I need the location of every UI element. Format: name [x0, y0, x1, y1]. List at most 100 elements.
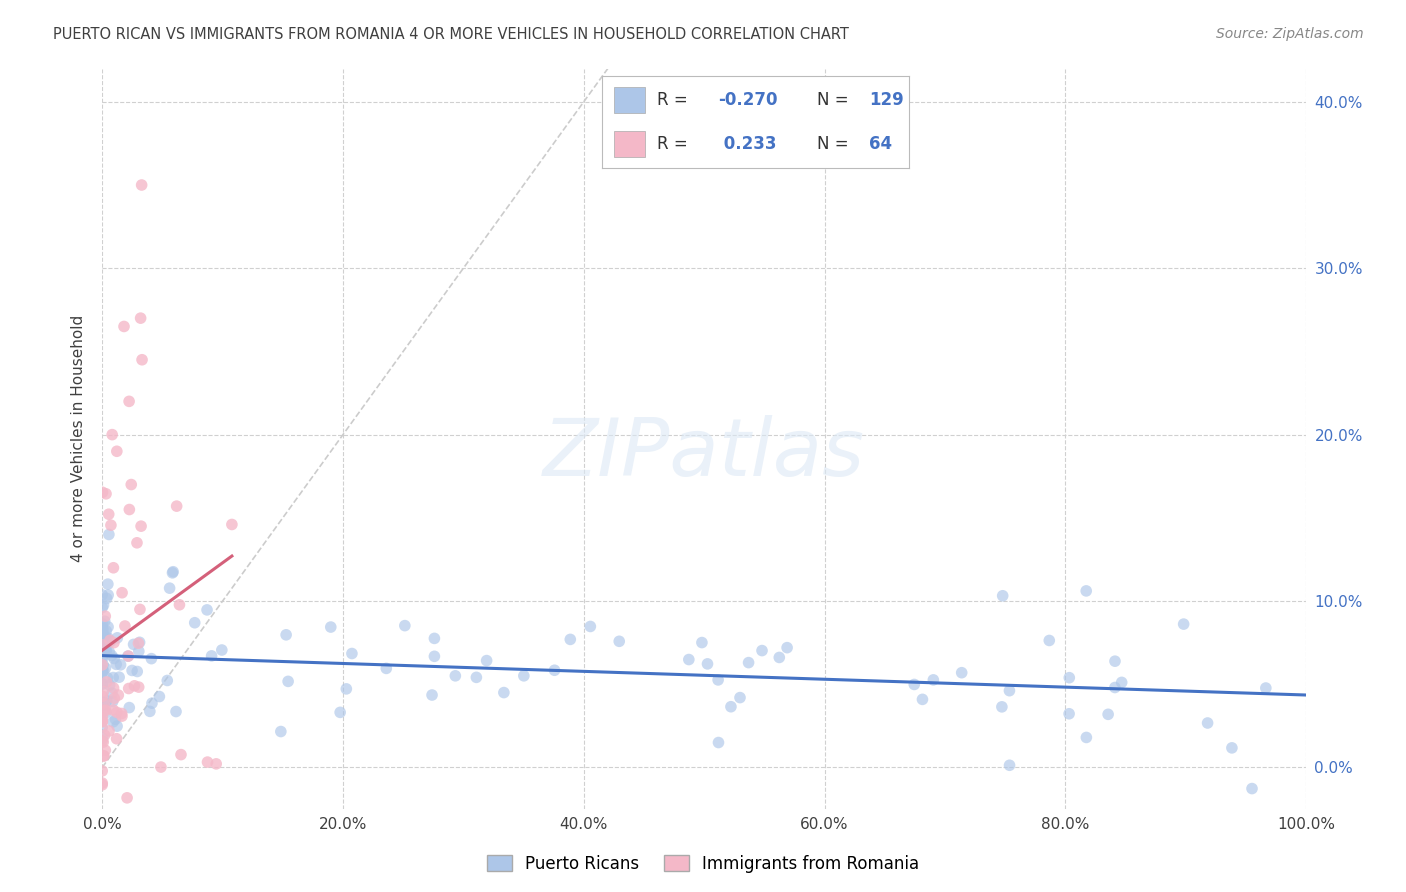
Point	[1111, 675, 1133, 690]
Point	[111, 706, 134, 721]
Point	[156, 673, 179, 688]
Point	[205, 756, 228, 771]
Point	[121, 664, 143, 678]
Point	[120, 477, 142, 491]
Point	[105, 706, 128, 720]
Point	[128, 635, 150, 649]
Text: Source: ZipAtlas.com: Source: ZipAtlas.com	[1216, 27, 1364, 41]
Point	[707, 735, 730, 749]
Point	[110, 657, 132, 672]
Point	[93, 628, 115, 642]
Point	[91, 638, 114, 652]
Point	[91, 720, 114, 734]
Point	[998, 758, 1021, 772]
Point	[98, 633, 121, 648]
Point	[149, 760, 172, 774]
Point	[1104, 681, 1126, 695]
Point	[776, 640, 799, 655]
Point	[91, 651, 114, 665]
Point	[96, 694, 118, 708]
Point	[129, 602, 152, 616]
Point	[103, 671, 125, 685]
Point	[93, 748, 115, 763]
Point	[170, 747, 193, 762]
Point	[922, 673, 945, 687]
Point	[139, 704, 162, 718]
Point	[98, 723, 121, 738]
Point	[94, 642, 117, 657]
Point	[118, 681, 141, 696]
Point	[201, 648, 224, 663]
Point	[91, 764, 114, 778]
Point	[513, 669, 536, 683]
Point	[93, 703, 115, 717]
Point	[1076, 583, 1098, 598]
Point	[91, 623, 114, 637]
Point	[96, 675, 118, 690]
Point	[91, 663, 114, 677]
Point	[560, 632, 582, 647]
Point	[169, 598, 191, 612]
Point	[111, 585, 134, 599]
Point	[103, 681, 125, 695]
Point	[94, 487, 117, 501]
Point	[1104, 654, 1126, 668]
Point	[91, 698, 114, 713]
Point	[93, 696, 115, 710]
Point	[93, 598, 115, 612]
Point	[131, 178, 153, 192]
Point	[1173, 617, 1195, 632]
Point	[91, 588, 114, 602]
Point	[107, 688, 129, 702]
Point	[444, 669, 467, 683]
Point	[707, 673, 730, 687]
Point	[277, 674, 299, 689]
Point	[492, 685, 515, 699]
Point	[768, 650, 790, 665]
Point	[93, 749, 115, 764]
Point	[129, 311, 152, 326]
Point	[103, 635, 125, 649]
Point	[127, 636, 149, 650]
Point	[141, 651, 163, 665]
Point	[465, 670, 488, 684]
Point	[678, 652, 700, 666]
Point	[696, 657, 718, 671]
Point	[91, 657, 114, 672]
Point	[101, 695, 124, 709]
Text: PUERTO RICAN VS IMMIGRANTS FROM ROMANIA 4 OR MORE VEHICLES IN HOUSEHOLD CORRELAT: PUERTO RICAN VS IMMIGRANTS FROM ROMANIA …	[53, 27, 849, 42]
Point	[127, 665, 149, 679]
Point	[91, 677, 114, 691]
Point	[101, 427, 124, 442]
Point	[128, 644, 150, 658]
Point	[1057, 706, 1080, 721]
Point	[112, 319, 135, 334]
Point	[690, 635, 713, 649]
Point	[98, 678, 121, 692]
Point	[93, 664, 115, 678]
Point	[118, 502, 141, 516]
Point	[91, 636, 114, 650]
Point	[184, 615, 207, 630]
Point	[911, 692, 934, 706]
Point	[103, 561, 125, 575]
Point	[131, 352, 153, 367]
Point	[91, 714, 114, 729]
Point	[751, 643, 773, 657]
Point	[335, 681, 357, 696]
Point	[737, 656, 759, 670]
Point	[1254, 681, 1277, 695]
Point	[124, 679, 146, 693]
Point	[104, 712, 127, 726]
Point	[91, 663, 114, 677]
Point	[96, 632, 118, 647]
Y-axis label: 4 or more Vehicles in Household: 4 or more Vehicles in Household	[72, 315, 86, 563]
Point	[97, 577, 120, 591]
Point	[96, 671, 118, 685]
Point	[100, 518, 122, 533]
Point	[93, 684, 115, 698]
Point	[100, 648, 122, 663]
Point	[420, 688, 443, 702]
Point	[97, 631, 120, 645]
Point	[114, 619, 136, 633]
